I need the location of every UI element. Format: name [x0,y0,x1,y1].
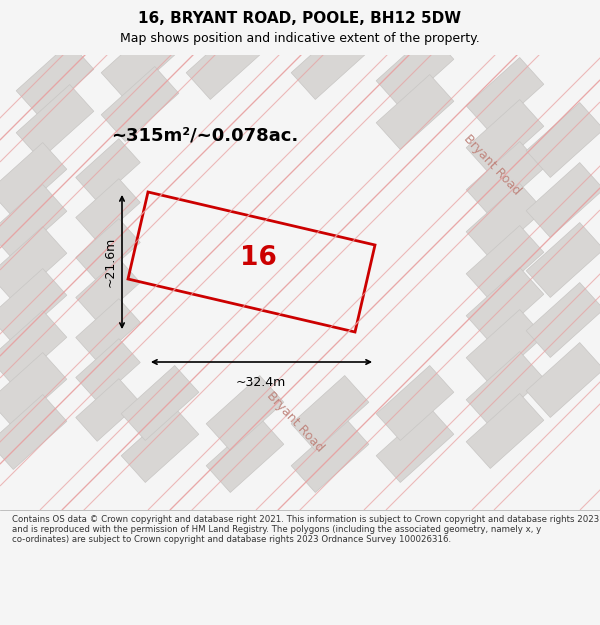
Polygon shape [376,366,454,441]
Polygon shape [0,311,67,386]
Text: 16, BRYANT ROAD, POOLE, BH12 5DW: 16, BRYANT ROAD, POOLE, BH12 5DW [139,11,461,26]
Polygon shape [466,309,544,384]
Text: Bryant Road: Bryant Road [264,389,326,454]
Polygon shape [0,269,67,344]
Polygon shape [101,66,179,141]
Polygon shape [76,379,140,441]
Polygon shape [121,408,199,482]
Polygon shape [291,24,369,99]
Polygon shape [526,222,600,298]
Polygon shape [376,74,454,149]
Polygon shape [526,282,600,357]
Polygon shape [376,408,454,482]
Polygon shape [0,142,67,218]
Polygon shape [76,259,140,321]
Polygon shape [466,351,544,426]
Text: ~21.6m: ~21.6m [104,237,117,287]
Text: ~32.4m: ~32.4m [236,376,286,389]
Polygon shape [16,42,94,118]
Text: 16: 16 [239,245,277,271]
Polygon shape [466,141,544,216]
Polygon shape [16,84,94,159]
Polygon shape [526,342,600,418]
Polygon shape [466,394,544,469]
Polygon shape [206,376,284,451]
Polygon shape [0,184,67,259]
Polygon shape [76,299,140,361]
Polygon shape [76,219,140,281]
Polygon shape [466,226,544,301]
Polygon shape [291,376,369,451]
Polygon shape [76,139,140,201]
Polygon shape [466,99,544,174]
Polygon shape [0,226,67,301]
Polygon shape [101,24,179,99]
Polygon shape [0,394,67,469]
Polygon shape [121,366,199,441]
Polygon shape [526,162,600,238]
Polygon shape [206,418,284,492]
Polygon shape [0,352,67,428]
Polygon shape [76,339,140,401]
Polygon shape [291,418,369,492]
Polygon shape [466,268,544,342]
Text: Contains OS data © Crown copyright and database right 2021. This information is : Contains OS data © Crown copyright and d… [12,514,599,544]
Polygon shape [466,58,544,132]
Polygon shape [186,24,264,99]
Polygon shape [76,179,140,241]
Text: ~315m²/~0.078ac.: ~315m²/~0.078ac. [112,126,299,144]
Text: Map shows position and indicative extent of the property.: Map shows position and indicative extent… [120,32,480,45]
Polygon shape [526,102,600,178]
Polygon shape [376,32,454,108]
Polygon shape [466,184,544,259]
Text: Bryant Road: Bryant Road [461,132,523,198]
